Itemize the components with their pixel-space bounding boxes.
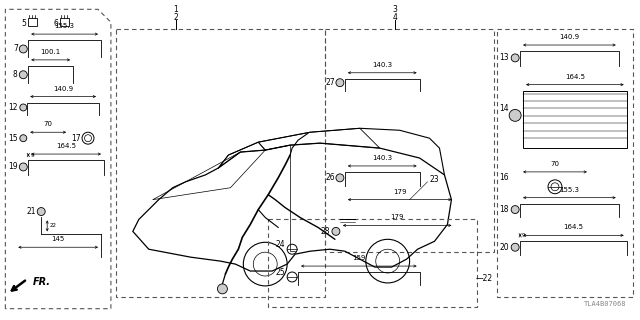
Text: 140.3: 140.3	[372, 62, 392, 68]
Text: 3: 3	[392, 5, 397, 14]
Text: 20: 20	[500, 243, 509, 252]
Text: 100.1: 100.1	[40, 49, 61, 55]
Bar	[60, 18, 69, 26]
Text: 8: 8	[13, 70, 18, 79]
Circle shape	[511, 206, 519, 213]
Circle shape	[20, 104, 27, 111]
Circle shape	[20, 135, 27, 142]
Circle shape	[509, 109, 521, 121]
Text: 155.3: 155.3	[559, 187, 579, 193]
Text: 26: 26	[325, 173, 335, 182]
Text: 17: 17	[72, 134, 81, 143]
Text: —22: —22	[476, 275, 492, 284]
Text: 25: 25	[276, 268, 285, 276]
Text: 140.3: 140.3	[372, 155, 392, 161]
Text: 23: 23	[429, 175, 439, 184]
Text: 9: 9	[30, 153, 34, 157]
Circle shape	[19, 45, 28, 53]
Circle shape	[19, 71, 28, 79]
Text: 2: 2	[173, 13, 178, 22]
Text: 179: 179	[390, 214, 404, 220]
Circle shape	[336, 174, 344, 182]
Text: 145: 145	[51, 236, 65, 242]
Text: 164.5: 164.5	[56, 143, 76, 149]
Bar	[116, 29, 325, 297]
Text: 4: 4	[392, 13, 397, 22]
Bar	[268, 220, 477, 307]
Text: 159: 159	[352, 255, 365, 261]
Text: 164.5: 164.5	[563, 224, 584, 230]
Text: 5: 5	[22, 19, 27, 28]
Text: 70: 70	[44, 121, 52, 127]
Text: 19: 19	[8, 163, 18, 172]
Text: FR.: FR.	[33, 277, 51, 287]
Text: 179: 179	[393, 189, 406, 195]
Text: 18: 18	[500, 205, 509, 214]
Text: 6: 6	[54, 19, 59, 28]
Bar	[497, 29, 632, 297]
Text: 16: 16	[500, 173, 509, 182]
Circle shape	[332, 228, 340, 235]
Text: 1: 1	[173, 5, 178, 14]
Text: 140.9: 140.9	[53, 85, 73, 92]
Text: 24: 24	[276, 240, 285, 249]
Circle shape	[336, 79, 344, 87]
Text: 28: 28	[321, 227, 330, 236]
Circle shape	[218, 284, 227, 294]
Text: 70: 70	[550, 161, 559, 167]
Text: 21: 21	[26, 207, 36, 216]
Text: 14: 14	[500, 104, 509, 113]
Text: 15: 15	[8, 134, 18, 143]
Circle shape	[511, 54, 519, 62]
Circle shape	[19, 163, 28, 171]
Text: 155.3: 155.3	[54, 23, 75, 29]
Text: 13: 13	[500, 53, 509, 62]
Text: 140.9: 140.9	[559, 34, 579, 40]
Text: 22: 22	[49, 223, 56, 228]
Text: 27: 27	[325, 78, 335, 87]
Text: 7: 7	[13, 44, 18, 53]
Circle shape	[37, 208, 45, 215]
Text: TLA4B07068: TLA4B07068	[584, 301, 627, 307]
Circle shape	[511, 243, 519, 251]
Bar	[28, 18, 37, 26]
Bar	[523, 91, 627, 148]
Text: 164.5: 164.5	[565, 74, 585, 80]
Bar	[325, 29, 494, 252]
Text: 12: 12	[8, 103, 18, 112]
Text: 9: 9	[522, 233, 525, 238]
